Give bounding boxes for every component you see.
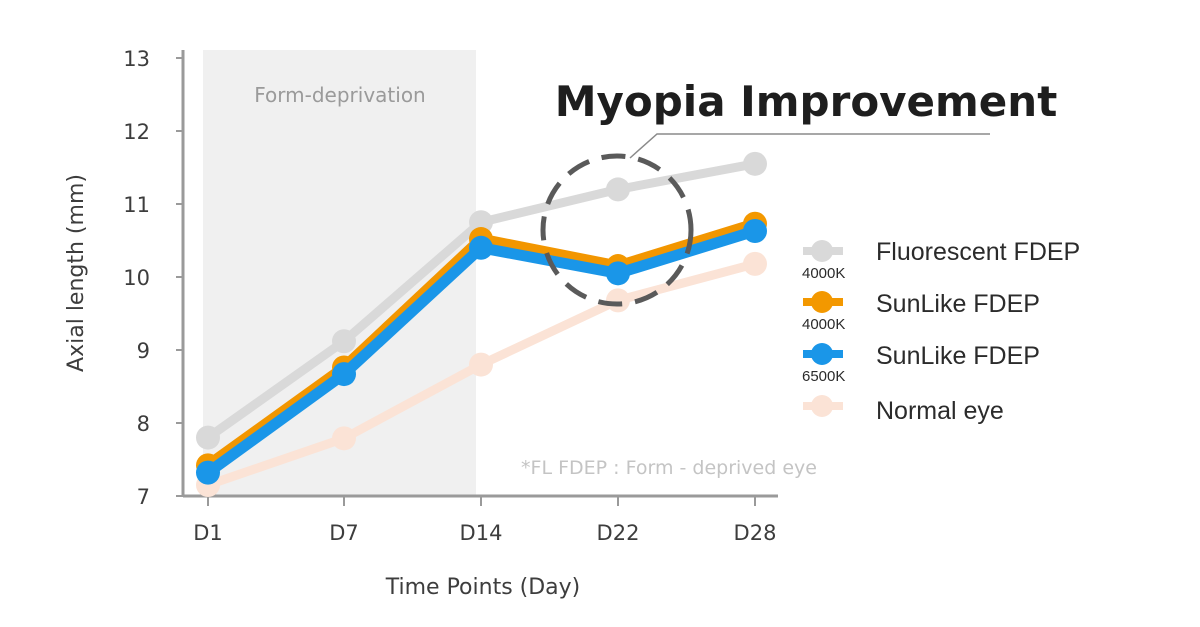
- y-tick-label: 8: [137, 412, 150, 436]
- data-point: [606, 177, 630, 202]
- data-point: [743, 219, 767, 244]
- y-tick-label: 12: [123, 120, 150, 144]
- data-point: [196, 460, 220, 485]
- legend-sublabel: 4000K: [802, 316, 845, 333]
- legend-swatch-marker: [811, 343, 833, 365]
- footnote: *FL FDEP : Form - deprived eye: [521, 457, 817, 479]
- chart-title: Myopia Improvement: [555, 77, 1058, 126]
- x-tick-label: D7: [329, 521, 359, 545]
- y-tick-label: 9: [137, 339, 150, 363]
- series-3: [196, 251, 767, 498]
- y-tick-label: 10: [123, 266, 150, 290]
- legend-label: Fluorescent FDEP: [876, 238, 1080, 266]
- x-axis-title: Time Points (Day): [385, 575, 581, 600]
- x-tick-label: D28: [734, 521, 777, 545]
- data-point: [743, 251, 767, 276]
- y-axis-title: Axial length (mm): [64, 174, 89, 372]
- series-0: [196, 151, 767, 450]
- legend-label: Normal eye: [876, 397, 1004, 425]
- shaded-region-label: Form-deprivation: [254, 83, 425, 107]
- callout-line: [629, 133, 990, 159]
- x-tick-label: D1: [193, 521, 223, 545]
- legend-swatch-marker: [811, 240, 833, 262]
- data-point: [469, 235, 493, 260]
- legend-swatch-marker: [811, 291, 833, 313]
- legend-item: SunLike FDEP 4000K: [802, 290, 1040, 333]
- legend-sublabel: 4000K: [802, 265, 845, 282]
- x-ticks: D1 D7 D14 D22 D28: [193, 496, 776, 545]
- data-point: [469, 210, 493, 235]
- legend-item: SunLike FDEP 6500K: [802, 342, 1040, 385]
- highlight-circle: [540, 153, 694, 307]
- legend-item: Normal eye: [803, 395, 1004, 425]
- shaded-region: [203, 50, 476, 496]
- legend-label: SunLike FDEP: [876, 290, 1040, 318]
- y-tick-label: 13: [123, 47, 150, 71]
- legend-sublabel: 6500K: [802, 368, 845, 385]
- x-tick-label: D14: [460, 521, 503, 545]
- data-point: [469, 352, 493, 377]
- y-ticks: 7 8 9 10 11 12 13: [123, 47, 183, 509]
- legend-item: Fluorescent FDEP 4000K: [802, 238, 1080, 282]
- legend-label: SunLike FDEP: [876, 342, 1040, 370]
- y-tick-label: 11: [123, 193, 150, 217]
- series-layer: [196, 151, 767, 498]
- data-point: [606, 261, 630, 286]
- y-tick-label: 7: [137, 485, 150, 509]
- data-point: [196, 425, 220, 450]
- data-point: [332, 329, 356, 354]
- data-point: [743, 151, 767, 176]
- data-point: [606, 288, 630, 313]
- x-tick-label: D22: [597, 521, 640, 545]
- data-point: [332, 426, 356, 451]
- legend-swatch-marker: [811, 395, 833, 417]
- data-point: [332, 362, 356, 387]
- series-2: [196, 219, 767, 485]
